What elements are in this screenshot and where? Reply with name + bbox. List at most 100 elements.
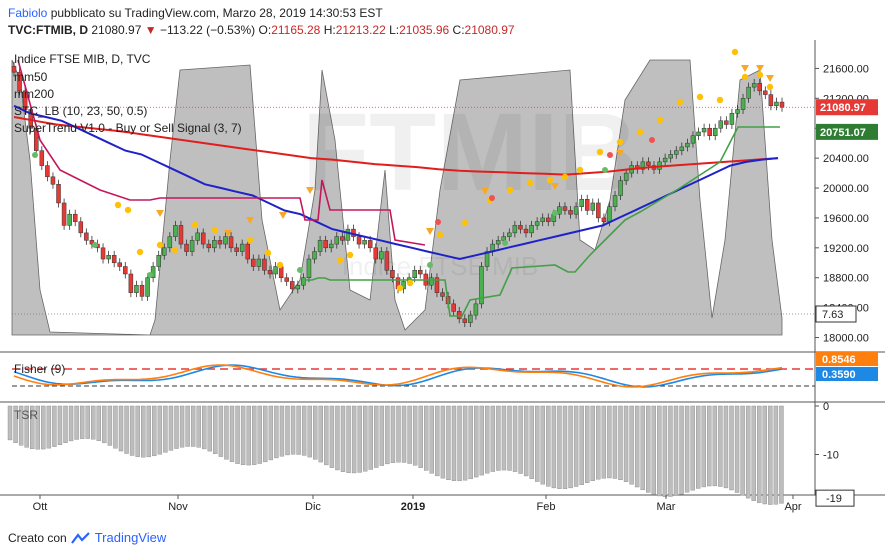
buy-signal-dot: [297, 267, 303, 273]
tsr-bar: [313, 405, 318, 460]
candle: [156, 250, 161, 271]
tsr-bar: [190, 405, 196, 447]
signal-dot: [696, 93, 704, 101]
tsr-bar: [418, 405, 423, 468]
tsr-bar: [351, 405, 357, 474]
tsr-bar: [662, 405, 668, 497]
candle-body: [245, 243, 250, 260]
candle: [11, 61, 17, 77]
tsr-bar: [196, 405, 201, 448]
tsr-bar: [296, 405, 301, 455]
time-tick-label: Feb: [537, 501, 556, 513]
candle-body: [256, 258, 262, 267]
candle: [239, 239, 245, 257]
candle: [100, 243, 106, 264]
candle-body: [596, 202, 601, 219]
tsr-bar: [235, 405, 240, 464]
candle: [290, 276, 295, 294]
candle: [456, 306, 462, 324]
candle-body: [328, 243, 334, 249]
candle: [429, 273, 434, 290]
candle: [479, 262, 484, 309]
author-link[interactable]: Fabiolo: [8, 6, 48, 20]
tsr-bar: [290, 405, 296, 455]
signal-dot: [346, 251, 354, 259]
candle-body: [523, 228, 529, 234]
candle-body: [367, 240, 373, 249]
tsr-bar: [46, 405, 52, 449]
signal-dot: [616, 138, 624, 146]
candle-body: [701, 127, 707, 133]
open-label: O:: [258, 23, 272, 37]
signal-dot: [114, 201, 122, 209]
candle: [746, 82, 751, 103]
tsr-bar: [596, 405, 601, 480]
tsr-bar: [740, 405, 745, 496]
tsr-bar: [79, 405, 85, 439]
candle-body: [562, 206, 568, 211]
supertrend-price-label: 20751.07: [820, 127, 866, 139]
tsr-bar: [263, 405, 268, 463]
tsr-bar: [329, 405, 335, 468]
tradingview-brand-link[interactable]: TradingView: [94, 530, 167, 545]
candle: [546, 213, 551, 227]
candle: [768, 90, 774, 111]
candle-body: [61, 202, 67, 226]
tsr-bar: [646, 405, 651, 493]
candle-body: [679, 146, 685, 151]
tsr-bar: [729, 405, 734, 491]
tsr-bar: [118, 405, 124, 452]
sell-arrow-icon: [551, 183, 559, 190]
tsr-bar: [340, 405, 346, 472]
candle-body: [401, 281, 406, 290]
candle-body: [473, 303, 479, 316]
candle: [690, 131, 696, 148]
signal-dot: [436, 231, 444, 239]
tsr-bar: [135, 405, 140, 457]
candle: [696, 127, 701, 141]
tsr-bar: [690, 405, 695, 491]
sell-arrow-icon: [279, 212, 287, 219]
tsr-bar: [30, 405, 35, 449]
candle: [162, 243, 167, 260]
candle-body: [212, 240, 217, 249]
tsr-bar: [396, 405, 401, 463]
tsr-bar: [357, 405, 362, 473]
tsr-bar: [573, 405, 579, 487]
last-price: 21080.97: [91, 23, 142, 37]
tsr-bar: [379, 405, 385, 466]
stc-oscillator-area: [11, 59, 783, 336]
sell-arrow-icon: [426, 228, 434, 235]
candle-body: [295, 284, 301, 290]
candle-body: [623, 172, 629, 181]
tsr-bar: [224, 405, 229, 460]
candle: [256, 254, 262, 271]
candle: [674, 146, 679, 159]
tsr-bar: [673, 405, 679, 496]
fisher-value-label: 0.8546: [822, 354, 856, 366]
tsr-bar: [307, 405, 312, 458]
low-value: 21035.96: [399, 23, 450, 37]
signal-dot: [171, 246, 179, 254]
tsr-bar: [757, 405, 762, 503]
candle-body: [195, 232, 200, 241]
tsr-bar: [246, 405, 251, 466]
candle: [451, 299, 456, 316]
legend-supertrend: SuperTrend V1.0 - Buy or Sell Signal (3,…: [14, 121, 242, 135]
candle-body: [228, 236, 234, 249]
signal-dot: [406, 279, 414, 287]
candle: [763, 86, 768, 100]
signal-dot: [756, 71, 764, 79]
legend-title: Indice FTSE MIB, D, TVC: [14, 52, 151, 66]
tsr-bar: [179, 405, 185, 448]
tsr-bar: [590, 405, 595, 481]
tsr-bar: [679, 405, 684, 495]
signal-dot: [124, 206, 132, 214]
high-value: 21213.22: [335, 23, 386, 37]
candle-body: [251, 258, 256, 267]
stc-value-box: [815, 305, 857, 323]
candle: [534, 217, 540, 230]
candle: [273, 262, 278, 279]
tsr-bar: [601, 405, 607, 479]
